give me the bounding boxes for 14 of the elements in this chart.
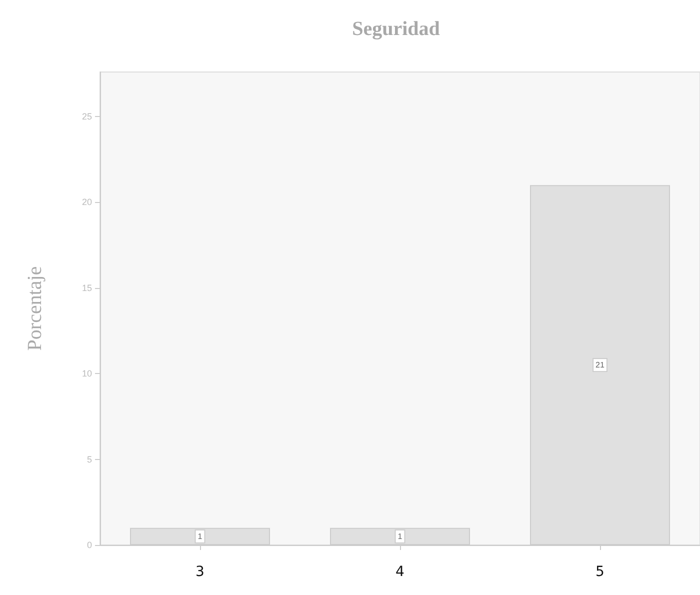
x-tick-label: 3 bbox=[196, 564, 204, 580]
y-tick-label: 5 bbox=[86, 454, 92, 464]
data-label: 1 bbox=[198, 532, 203, 541]
y-tick-label: 0 bbox=[86, 540, 92, 550]
y-tick-label: 20 bbox=[82, 197, 92, 208]
y-tick-label: 25 bbox=[82, 112, 92, 122]
x-tick-label: 4 bbox=[396, 564, 405, 580]
y-axis-title: Porcentaje bbox=[24, 266, 46, 351]
y-tick-label: 10 bbox=[82, 368, 92, 379]
data-label: 21 bbox=[596, 360, 605, 370]
x-tick-label: 5 bbox=[596, 564, 604, 580]
data-label: 1 bbox=[398, 532, 403, 541]
y-tick-label: 15 bbox=[82, 282, 92, 293]
chart-title: Seguridad bbox=[352, 18, 440, 40]
